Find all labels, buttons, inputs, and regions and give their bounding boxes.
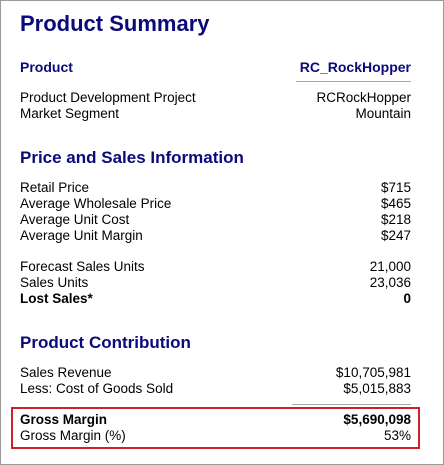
product-dev-project-row: Product Development Project RCRockHopper: [20, 90, 411, 106]
forecast-sales-units-row: Forecast Sales Units 21,000: [20, 259, 411, 275]
product-contribution-section-title: Product Contribution: [20, 333, 191, 352]
lost-sales-row: Lost Sales* 0: [20, 291, 411, 307]
price-sales-section-title: Price and Sales Information: [20, 148, 244, 167]
row-value: 0: [403, 291, 411, 306]
row-value: 21,000: [369, 259, 411, 274]
row-value: $247: [380, 228, 411, 243]
gross-margin-highlight-box: [11, 407, 420, 449]
row-label: Sales Revenue: [20, 365, 112, 380]
sales-revenue-row: Sales Revenue $10,705,981: [20, 365, 411, 381]
gross-margin-row: Gross Margin $5,690,098: [20, 412, 411, 428]
row-label: Average Unit Margin: [20, 228, 143, 243]
row-value: Mountain: [355, 106, 411, 121]
row-label: Less: Cost of Goods Sold: [20, 381, 174, 396]
product-header-value: RC_RockHopper: [299, 59, 411, 75]
row-value: $218: [380, 212, 411, 227]
row-label: Lost Sales*: [20, 291, 93, 306]
avg-wholesale-price-row: Average Wholesale Price $465: [20, 196, 411, 212]
row-label: Sales Units: [20, 275, 89, 290]
row-value: 53%: [383, 428, 411, 443]
row-label: Product Development Project: [20, 90, 196, 105]
header-divider: [296, 81, 411, 82]
row-value: 23,036: [369, 275, 411, 290]
row-value: RCRockHopper: [316, 90, 411, 105]
row-label: Market Segment: [20, 106, 120, 121]
row-value: $5,015,883: [343, 381, 411, 396]
product-header-label: Product: [20, 59, 73, 75]
row-value: $5,690,098: [343, 412, 411, 427]
page-title: Product Summary: [20, 11, 210, 36]
row-label: Retail Price: [20, 180, 90, 195]
row-value: $10,705,981: [335, 365, 411, 380]
market-segment-row: Market Segment Mountain: [20, 106, 411, 122]
row-label: Gross Margin: [20, 412, 108, 427]
gross-margin-pct-row: Gross Margin (%) 53%: [20, 428, 411, 444]
row-label: Gross Margin (%): [20, 428, 126, 443]
sales-units-row: Sales Units 23,036: [20, 275, 411, 291]
row-label: Forecast Sales Units: [20, 259, 145, 274]
row-value: $465: [380, 196, 411, 211]
row-value: $715: [380, 180, 411, 195]
retail-price-row: Retail Price $715: [20, 180, 411, 196]
cost-of-goods-sold-row: Less: Cost of Goods Sold $5,015,883: [20, 381, 411, 397]
row-label: Average Wholesale Price: [20, 196, 172, 211]
row-label: Average Unit Cost: [20, 212, 130, 227]
avg-unit-margin-row: Average Unit Margin $247: [20, 228, 411, 244]
avg-unit-cost-row: Average Unit Cost $218: [20, 212, 411, 228]
subtotal-divider: [292, 404, 411, 405]
